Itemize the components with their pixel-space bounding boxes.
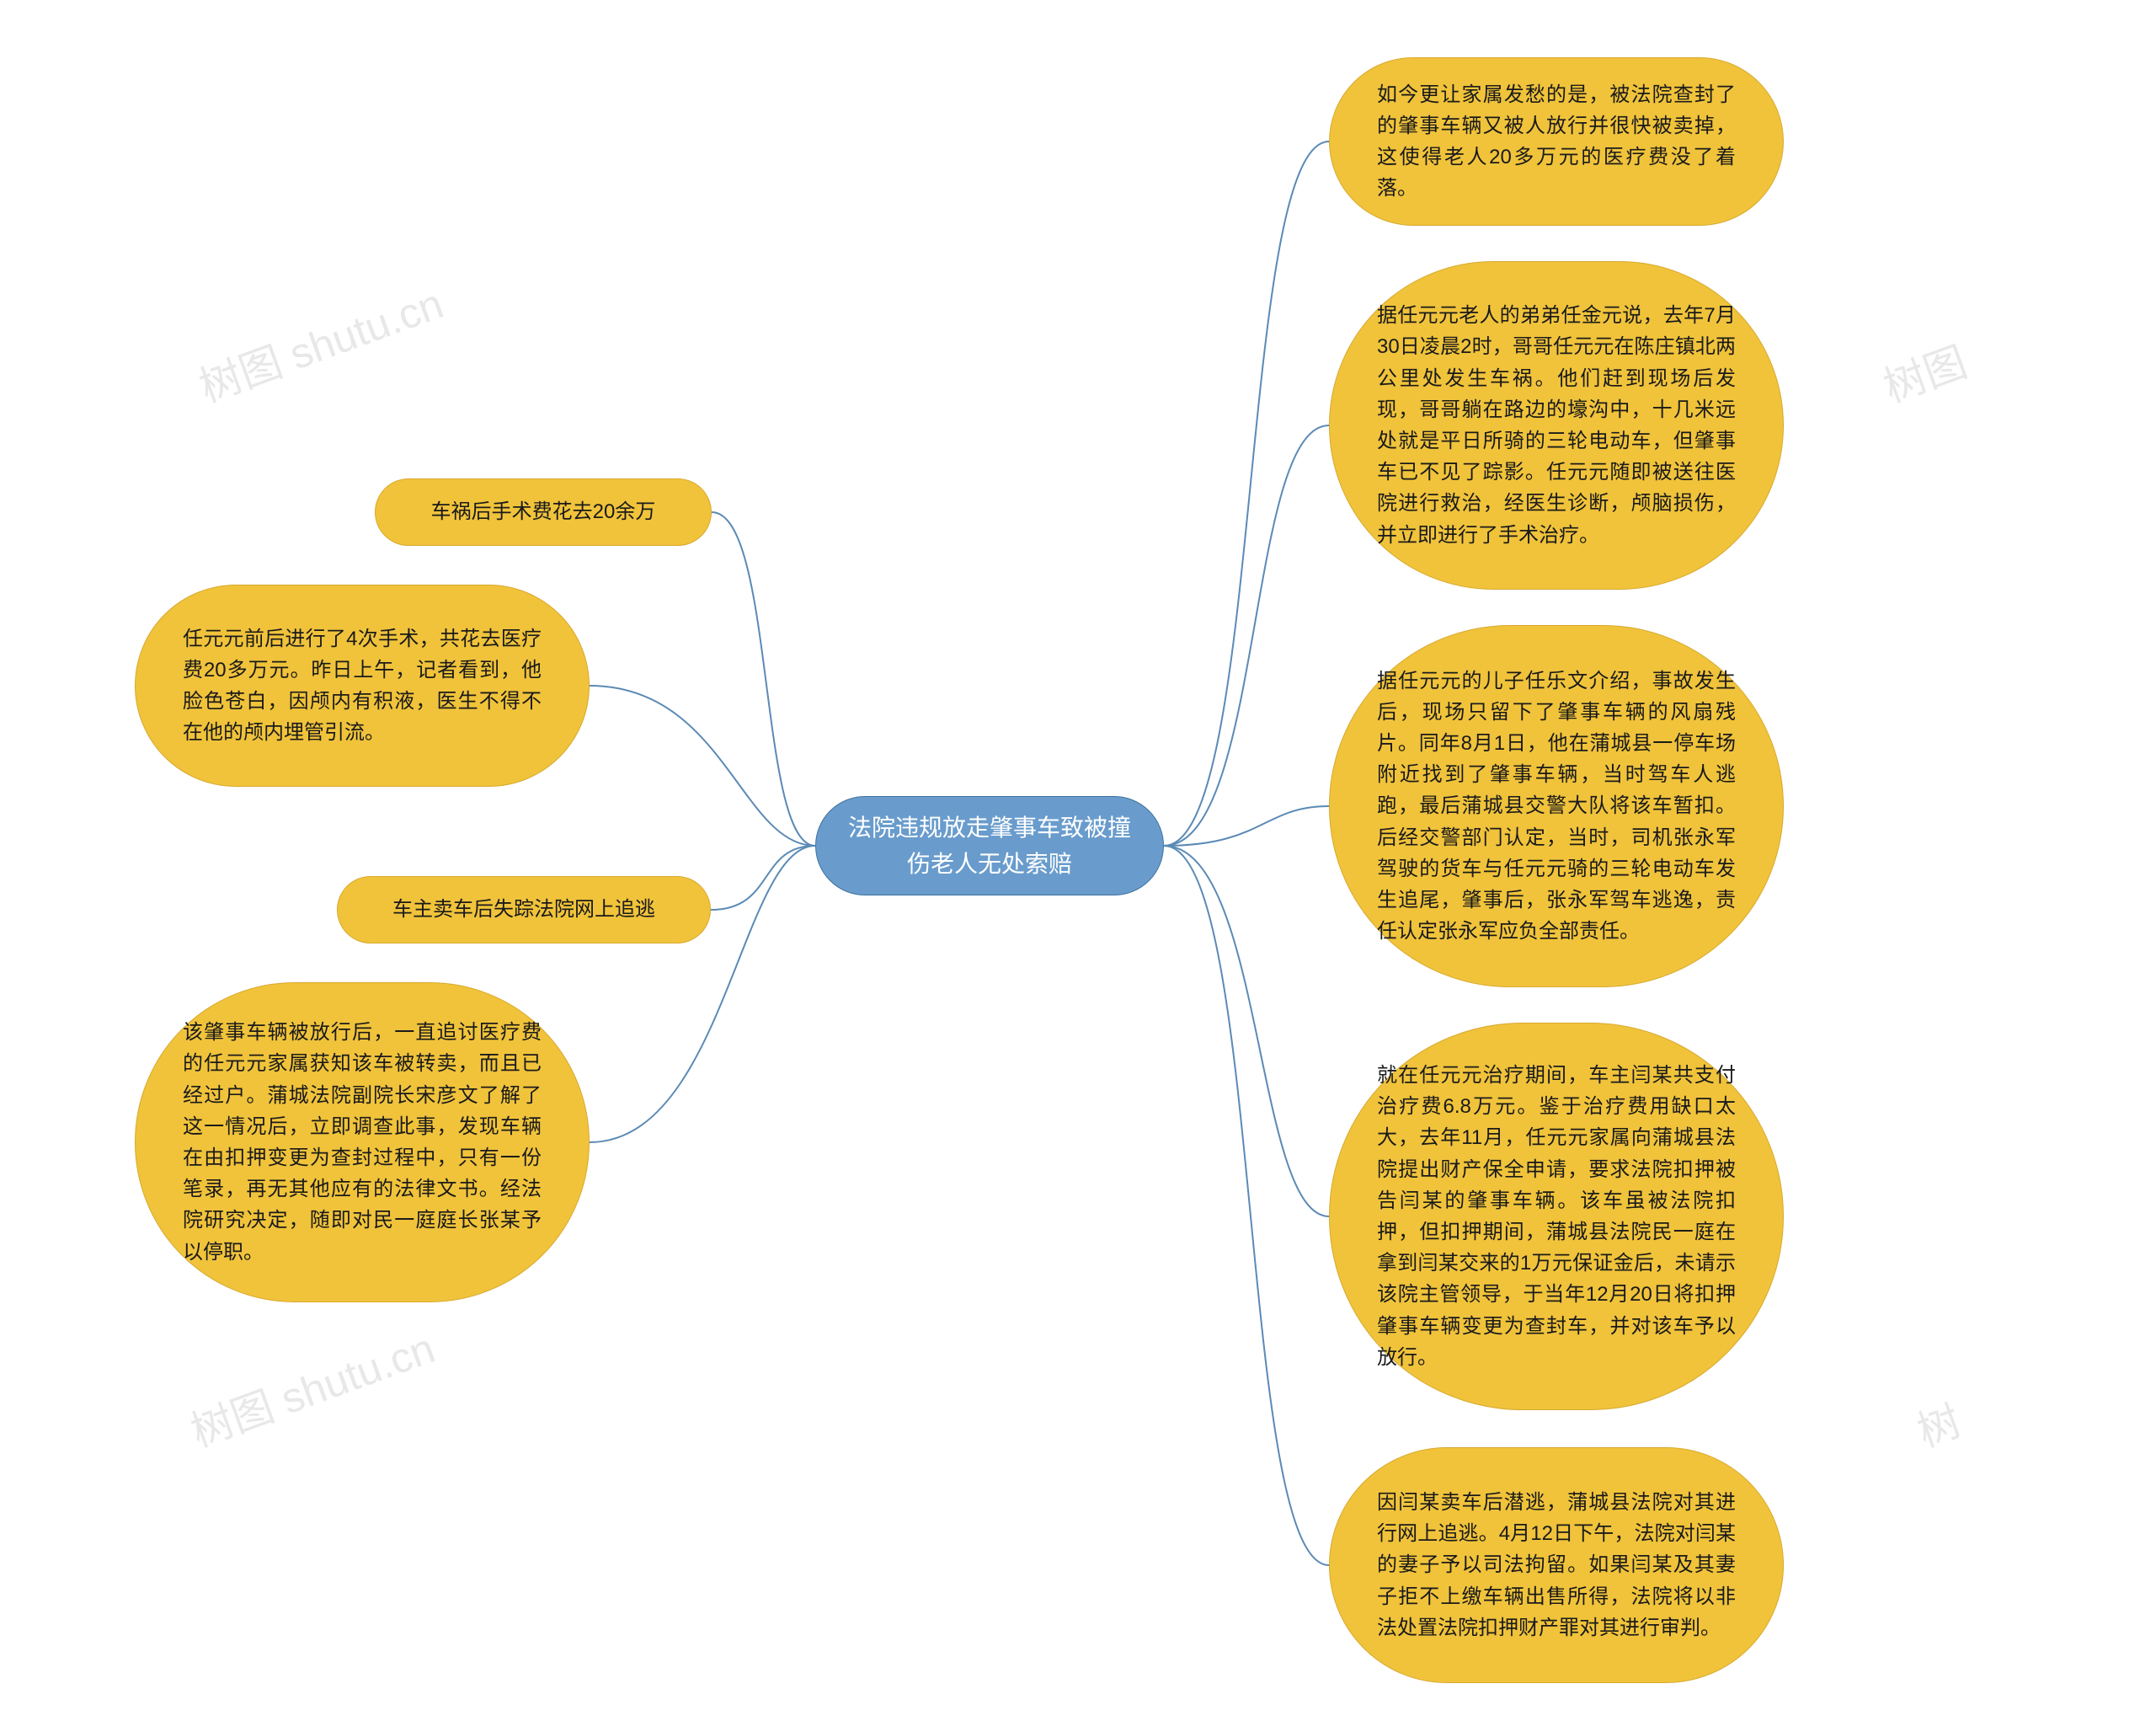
- mindmap-canvas: 树图 shutu.cn 树图 shutu.cn 树图 树 法院违规放走肇事车致被…: [0, 0, 2156, 1721]
- branch-text: 因闫某卖车后潜逃，蒲城县法院对其进行网上追逃。4月12日下午，法院对闫某的妻子予…: [1377, 1487, 1736, 1644]
- connector: [1164, 425, 1329, 846]
- branch-node[interactable]: 任元元前后进行了4次手术，共花去医疗费20多万元。昨日上午，记者看到，他脸色苍白…: [135, 585, 590, 787]
- branch-text: 任元元前后进行了4次手术，共花去医疗费20多万元。昨日上午，记者看到，他脸色苍白…: [183, 623, 542, 749]
- branch-node[interactable]: 因闫某卖车后潜逃，蒲城县法院对其进行网上追逃。4月12日下午，法院对闫某的妻子予…: [1329, 1447, 1784, 1683]
- branch-text: 就在任元元治疗期间，车主闫某共支付治疗费6.8万元。鉴于治疗费用缺口太大，去年1…: [1377, 1060, 1736, 1373]
- branch-text: 该肇事车辆被放行后，一直追讨医疗费的任元元家属获知该车被转卖，而且已经过户。蒲城…: [183, 1017, 542, 1268]
- connector: [1164, 142, 1329, 846]
- branch-node[interactable]: 该肇事车辆被放行后，一直追讨医疗费的任元元家属获知该车被转卖，而且已经过户。蒲城…: [135, 982, 590, 1302]
- mindmap-root-node[interactable]: 法院违规放走肇事车致被撞伤老人无处索赔: [815, 796, 1164, 895]
- branch-text: 据任元元老人的弟弟任金元说，去年7月30日凌晨2时，哥哥任元元在陈庄镇北两公里处…: [1377, 300, 1736, 551]
- branch-node[interactable]: 据任元元的儿子任乐文介绍，事故发生后，现场只留下了肇事车辆的风扇残片。同年8月1…: [1329, 625, 1784, 987]
- root-label: 法院违规放走肇事车致被撞伤老人无处索赔: [845, 810, 1134, 883]
- connector: [590, 686, 815, 846]
- branch-node[interactable]: 车祸后手术费花去20余万: [375, 478, 712, 546]
- connector: [1164, 806, 1329, 846]
- connector: [1164, 846, 1329, 1216]
- connector: [1164, 846, 1329, 1565]
- branch-node[interactable]: 据任元元老人的弟弟任金元说，去年7月30日凌晨2时，哥哥任元元在陈庄镇北两公里处…: [1329, 261, 1784, 590]
- branch-text: 如今更让家属发愁的是，被法院查封了的肇事车辆又被人放行并很快被卖掉，这使得老人2…: [1377, 79, 1736, 205]
- branch-node[interactable]: 车主卖车后失踪法院网上追逃: [337, 876, 711, 943]
- connector: [712, 512, 815, 846]
- branch-text: 车主卖车后失踪法院网上追逃: [392, 894, 655, 925]
- branch-node[interactable]: 就在任元元治疗期间，车主闫某共支付治疗费6.8万元。鉴于治疗费用缺口太大，去年1…: [1329, 1023, 1784, 1410]
- branch-text: 车祸后手术费花去20余万: [431, 496, 656, 527]
- branch-text: 据任元元的儿子任乐文介绍，事故发生后，现场只留下了肇事车辆的风扇残片。同年8月1…: [1377, 665, 1736, 948]
- branch-node[interactable]: 如今更让家属发愁的是，被法院查封了的肇事车辆又被人放行并很快被卖掉，这使得老人2…: [1329, 57, 1784, 226]
